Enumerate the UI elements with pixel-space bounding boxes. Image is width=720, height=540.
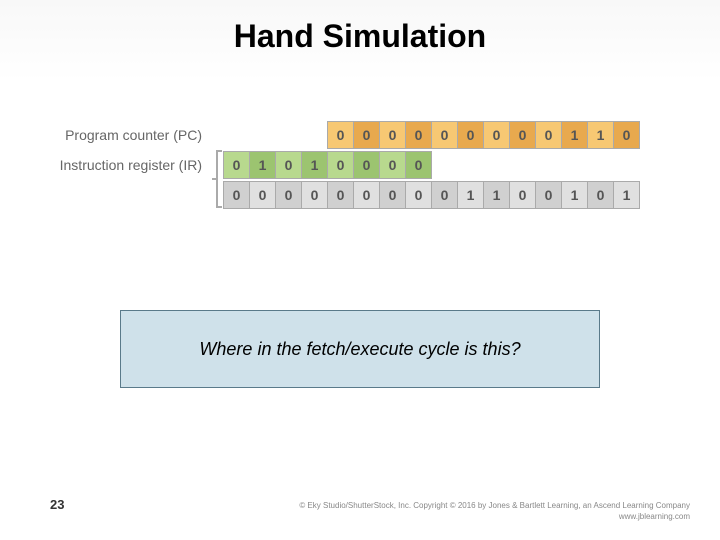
bit-cell: 0 [275, 151, 302, 179]
bit-cell: 0 [327, 151, 354, 179]
question-callout: Where in the fetch/execute cycle is this… [120, 310, 600, 388]
bit-cell: 0 [249, 181, 276, 209]
bit-cell: 0 [223, 151, 250, 179]
bit-cell: 0 [275, 181, 302, 209]
bit-cell: 1 [249, 151, 276, 179]
bit-cell: 0 [509, 181, 536, 209]
bit-cell: 0 [535, 121, 562, 149]
slide: Hand Simulation Program counter (PC) 000… [0, 0, 720, 540]
bit-cell: 0 [353, 181, 380, 209]
copyright-line-1: © Eky Studio/ShutterStock, Inc. Copyrigh… [299, 501, 690, 511]
bit-cell: 0 [431, 121, 458, 149]
bit-cell: 0 [327, 121, 354, 149]
bit-cell: 1 [457, 181, 484, 209]
pc-row: Program counter (PC) 000000000110 [40, 120, 690, 150]
bit-cell: 0 [223, 181, 250, 209]
bit-cell: 0 [535, 181, 562, 209]
bit-cell: 0 [301, 181, 328, 209]
bit-cell: 0 [353, 151, 380, 179]
register-diagram: Program counter (PC) 000000000110 Instru… [40, 120, 690, 210]
bit-cell: 0 [483, 121, 510, 149]
bit-cell: 0 [379, 121, 406, 149]
callout-text: Where in the fetch/execute cycle is this… [199, 339, 520, 360]
copyright-line-2: www.jblearning.com [299, 512, 690, 522]
bit-cell: 1 [613, 181, 640, 209]
bit-cell: 1 [561, 121, 588, 149]
bit-cell: 1 [587, 121, 614, 149]
bit-cell: 0 [587, 181, 614, 209]
bit-cell: 1 [483, 181, 510, 209]
pc-label: Program counter (PC) [40, 127, 210, 143]
bit-cell: 0 [405, 121, 432, 149]
ir-row-2: 0000000001100101 [40, 180, 690, 210]
bit-cell: 0 [379, 181, 406, 209]
bit-cell: 0 [353, 121, 380, 149]
bit-cell: 0 [327, 181, 354, 209]
copyright-block: © Eky Studio/ShutterStock, Inc. Copyrigh… [299, 501, 690, 522]
bit-cell: 0 [613, 121, 640, 149]
ir-cells-row2: 0000000001100101 [224, 181, 640, 209]
bit-cell: 0 [405, 181, 432, 209]
bit-cell: 0 [405, 151, 432, 179]
bit-cell: 0 [431, 181, 458, 209]
bit-cell: 1 [561, 181, 588, 209]
ir-row-1: Instruction register (IR) 01010000 [40, 150, 690, 180]
bit-cell: 1 [301, 151, 328, 179]
ir-label: Instruction register (IR) [40, 157, 210, 173]
bit-cell: 0 [457, 121, 484, 149]
ir-cells-row1: 01010000 [224, 151, 432, 179]
pc-cells: 000000000110 [328, 121, 640, 149]
slide-title: Hand Simulation [0, 0, 720, 55]
bit-cell: 0 [509, 121, 536, 149]
ir-brace [212, 150, 224, 208]
bit-cell: 0 [379, 151, 406, 179]
page-number: 23 [50, 497, 64, 512]
